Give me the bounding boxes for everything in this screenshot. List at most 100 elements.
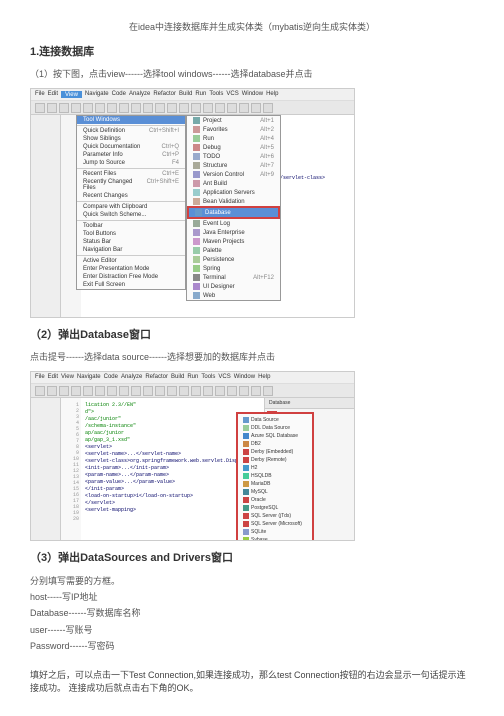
toolbar-icon[interactable]	[119, 103, 129, 113]
menu-view[interactable]: View	[61, 91, 82, 98]
menu-refactor[interactable]: Refactor	[145, 374, 168, 381]
menu-vcs[interactable]: VCS	[226, 91, 238, 98]
menu-file[interactable]: File	[35, 91, 45, 98]
menu-tools[interactable]: Tools	[201, 374, 215, 381]
db-source-sql-server--jtds-[interactable]: SQL Server (jTds)	[240, 512, 310, 520]
menu-build[interactable]: Build	[179, 91, 192, 98]
dropdown-item[interactable]: Quick Switch Scheme...	[77, 211, 185, 219]
toolbar-icon[interactable]	[143, 386, 153, 396]
toolbar-icon[interactable]	[215, 386, 225, 396]
dropdown-item[interactable]: Show Siblings	[77, 135, 185, 143]
toolbar-icon[interactable]	[155, 103, 165, 113]
dropdown-item[interactable]: Tool Windows	[77, 116, 185, 124]
db-source-sqlite[interactable]: SQLite	[240, 528, 310, 536]
menu-code[interactable]: Code	[104, 374, 118, 381]
dropdown-item[interactable]: Compare with Clipboard	[77, 203, 185, 211]
toolbar-icon[interactable]	[167, 103, 177, 113]
toolbar-icon[interactable]	[191, 103, 201, 113]
dropdown-item[interactable]: Recent Changes	[77, 192, 185, 200]
toolbar-icon[interactable]	[71, 103, 81, 113]
toolbar-icon[interactable]	[131, 103, 141, 113]
toolbar-icon[interactable]	[59, 103, 69, 113]
toolbar-icon[interactable]	[95, 386, 105, 396]
dropdown-item[interactable]: Active Editor	[77, 257, 185, 265]
dropdown-item[interactable]: Navigation Bar	[77, 246, 185, 254]
toolbar-icon[interactable]	[107, 103, 117, 113]
db-source-oracle[interactable]: Oracle	[240, 496, 310, 504]
menu-run[interactable]: Run	[195, 91, 206, 98]
menu-help[interactable]: Help	[266, 91, 278, 98]
toolbar-icon[interactable]	[227, 386, 237, 396]
submenu-item-debug[interactable]: DebugAlt+5	[187, 143, 280, 152]
submenu-item-ui-designer[interactable]: UI Designer	[187, 282, 280, 291]
db-source-sql-server--microsoft-[interactable]: SQL Server (Microsoft)	[240, 520, 310, 528]
submenu-item-ant-build[interactable]: Ant Build	[187, 179, 280, 188]
db-source-db2[interactable]: DB2	[240, 440, 310, 448]
toolbar-icon[interactable]	[203, 386, 213, 396]
db-source-mysql[interactable]: MySQL	[240, 488, 310, 496]
toolbar-icon[interactable]	[59, 386, 69, 396]
toolbar-icon[interactable]	[239, 386, 249, 396]
db-source-derby--remote-[interactable]: Derby (Remote)	[240, 456, 310, 464]
menu-navigate[interactable]: Navigate	[77, 374, 101, 381]
toolbar-icon[interactable]	[239, 103, 249, 113]
toolbar-icon[interactable]	[35, 103, 45, 113]
toolbar-icon[interactable]	[47, 103, 57, 113]
dropdown-item[interactable]: Status Bar	[77, 238, 185, 246]
submenu-item-project[interactable]: ProjectAlt+1	[187, 116, 280, 125]
menu-analyze[interactable]: Analyze	[129, 91, 150, 98]
submenu-item-run[interactable]: RunAlt+4	[187, 134, 280, 143]
db-source-sybase[interactable]: Sybase	[240, 536, 310, 541]
submenu-item-spring[interactable]: Spring	[187, 264, 280, 273]
menu-help[interactable]: Help	[258, 374, 270, 381]
toolbar-icon[interactable]	[95, 103, 105, 113]
db-source-postgresql[interactable]: PostgreSQL	[240, 504, 310, 512]
dropdown-item[interactable]: Jump to SourceF4	[77, 159, 185, 167]
toolbar-icon[interactable]	[263, 103, 273, 113]
menu-refactor[interactable]: Refactor	[153, 91, 176, 98]
toolbar-icon[interactable]	[251, 386, 261, 396]
menu-edit[interactable]: Edit	[48, 91, 58, 98]
submenu-item-application-servers[interactable]: Application Servers	[187, 188, 280, 197]
toolbar-icon[interactable]	[35, 386, 45, 396]
toolbar-icon[interactable]	[179, 103, 189, 113]
submenu-item-database[interactable]: Database	[187, 206, 280, 219]
dropdown-item[interactable]: Quick DefinitionCtrl+Shift+I	[77, 127, 185, 135]
submenu-item-persistence[interactable]: Persistence	[187, 255, 280, 264]
toolbar-icon[interactable]	[227, 103, 237, 113]
menu-analyze[interactable]: Analyze	[121, 374, 142, 381]
submenu-item-event-log[interactable]: Event Log	[187, 219, 280, 228]
db-source-h2[interactable]: H2	[240, 464, 310, 472]
submenu-item-maven-projects[interactable]: Maven Projects	[187, 237, 280, 246]
dropdown-item[interactable]: Recent FilesCtrl+E	[77, 170, 185, 178]
toolbar-icon[interactable]	[191, 386, 201, 396]
dropdown-item[interactable]: Recently Changed FilesCtrl+Shift+E	[77, 178, 185, 192]
menu-vcs[interactable]: VCS	[218, 374, 230, 381]
toolbar-icon[interactable]	[107, 386, 117, 396]
menu-tools[interactable]: Tools	[209, 91, 223, 98]
db-source-derby--embedded-[interactable]: Derby (Embedded)	[240, 448, 310, 456]
menu-edit[interactable]: Edit	[48, 374, 58, 381]
menu-view[interactable]: View	[61, 374, 74, 381]
menu-run[interactable]: Run	[187, 374, 198, 381]
db-source-hsqldb[interactable]: HSQLDB	[240, 472, 310, 480]
toolbar-icon[interactable]	[215, 103, 225, 113]
submenu-item-web[interactable]: Web	[187, 291, 280, 300]
submenu-item-terminal[interactable]: TerminalAlt+F12	[187, 273, 280, 282]
menu-build[interactable]: Build	[171, 374, 184, 381]
menu-window[interactable]: Window	[234, 374, 255, 381]
menu-file[interactable]: File	[35, 374, 45, 381]
toolbar-icon[interactable]	[83, 103, 93, 113]
toolbar-icon[interactable]	[203, 103, 213, 113]
dropdown-item[interactable]: Tool Buttons	[77, 230, 185, 238]
dropdown-item[interactable]: Exit Full Screen	[77, 281, 185, 289]
menu-code[interactable]: Code	[112, 91, 126, 98]
toolbar-icon[interactable]	[263, 386, 273, 396]
toolbar-icon[interactable]	[47, 386, 57, 396]
toolbar-icon[interactable]	[143, 103, 153, 113]
submenu-item-structure[interactable]: StructureAlt+7	[187, 161, 280, 170]
submenu-item-palette[interactable]: Palette	[187, 246, 280, 255]
menu-navigate[interactable]: Navigate	[85, 91, 109, 98]
dropdown-item[interactable]: Enter Presentation Mode	[77, 265, 185, 273]
dropdown-item[interactable]: Parameter InfoCtrl+P	[77, 151, 185, 159]
